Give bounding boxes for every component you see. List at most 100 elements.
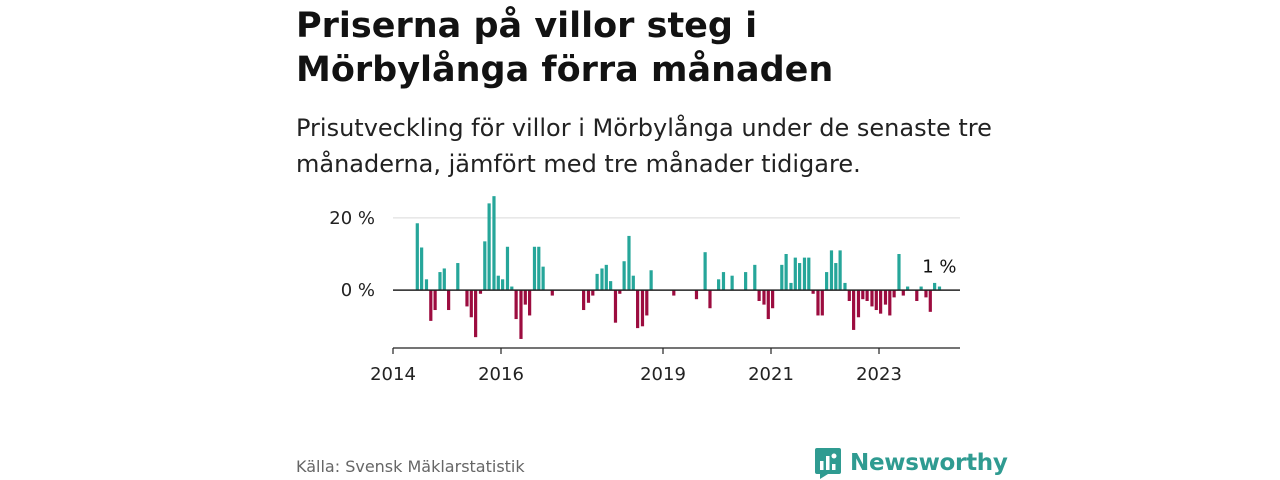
bar: [586, 290, 591, 303]
bar: [708, 290, 712, 309]
y-tick-label: 20 %: [329, 208, 375, 229]
bar: [843, 282, 847, 291]
bar: [591, 290, 595, 296]
bar: [438, 272, 442, 291]
bar: [816, 290, 820, 316]
bar: [582, 290, 586, 311]
bar: [465, 290, 469, 307]
bar: [856, 290, 861, 318]
bar: [771, 290, 775, 309]
bar: [510, 286, 514, 291]
bar: [757, 290, 761, 301]
x-tick-label: 2021: [748, 364, 794, 385]
bar: [595, 273, 599, 291]
bar: [478, 290, 483, 294]
bar: [865, 290, 869, 301]
x-tick-label: 2023: [856, 364, 902, 385]
x-tick-label: 2019: [640, 364, 686, 385]
last-value-annotation: 1 %: [922, 257, 956, 278]
bar: [807, 257, 811, 291]
bar: [631, 275, 635, 291]
newsworthy-logo-icon: [815, 448, 841, 479]
bar: [636, 290, 640, 329]
bar: [415, 223, 419, 291]
bar: [762, 290, 766, 305]
bar: [456, 263, 460, 291]
bar: [852, 290, 856, 330]
bar: [469, 290, 473, 318]
bar: [744, 272, 748, 291]
bar: [694, 290, 699, 300]
bar: [483, 241, 487, 291]
bar: [519, 290, 523, 339]
bar: [523, 290, 527, 305]
bar: [780, 264, 784, 291]
bar: [514, 290, 518, 320]
bar: [838, 250, 842, 291]
bar: [928, 290, 932, 312]
bar: [870, 290, 874, 307]
bar: [888, 290, 892, 316]
bar: [604, 264, 608, 291]
bar: [429, 290, 433, 321]
bar: [600, 268, 604, 291]
bar: [915, 290, 919, 301]
bar: [645, 290, 649, 316]
bar: [627, 235, 631, 291]
bar: [640, 290, 645, 327]
bar: [825, 272, 829, 291]
bar: [505, 246, 510, 291]
bar: [649, 270, 653, 291]
bar: [501, 279, 505, 291]
bar: [798, 263, 802, 291]
bar: [613, 290, 618, 323]
bar: [937, 286, 942, 291]
bar: [753, 264, 757, 291]
bar: [897, 254, 901, 291]
bar: [433, 290, 437, 311]
bar: [618, 290, 622, 294]
bar: [532, 246, 537, 291]
axes: 0 % 20 % 2014 2016 2019 2021 2023: [329, 208, 960, 385]
bar: [847, 290, 851, 301]
bar: [487, 203, 491, 291]
bars: [415, 196, 942, 339]
bar: [820, 290, 824, 316]
bar: [901, 290, 905, 296]
bar: [703, 252, 707, 291]
bar: [811, 290, 815, 294]
bar: [537, 246, 541, 291]
bar: [933, 282, 937, 291]
newsworthy-logo[interactable]: Newsworthy: [814, 446, 1008, 480]
bar: [424, 279, 429, 291]
x-tick-label: 2014: [370, 364, 416, 385]
bar: [766, 290, 770, 320]
bar: [906, 286, 910, 291]
bar: [717, 279, 721, 291]
bar: [474, 290, 478, 338]
bar: [721, 272, 726, 291]
bar: [622, 261, 626, 291]
brand-name: Newsworthy: [850, 450, 1008, 476]
bar: [892, 290, 896, 298]
bar: [793, 257, 797, 291]
bar: [541, 266, 545, 291]
chart-title: Priserna på villor steg i Mörbylånga för…: [296, 6, 834, 90]
bar: [492, 196, 496, 291]
bar: [442, 268, 446, 291]
bar: [447, 290, 451, 311]
bar: [496, 275, 500, 291]
bar: [609, 281, 613, 291]
chart-subtitle: Prisutveckling för villor i Mörbylånga u…: [296, 114, 992, 178]
bar: [784, 254, 788, 291]
bar: [874, 290, 878, 311]
source-text: Källa: Svensk Mäklarstatistik: [296, 457, 525, 476]
bar: [924, 290, 928, 298]
y-tick-label: 0 %: [341, 280, 375, 301]
x-tick-label: 2016: [478, 364, 524, 385]
bar: [861, 290, 865, 300]
bar: [802, 257, 807, 291]
bar: [834, 263, 838, 291]
bar: [730, 275, 734, 291]
